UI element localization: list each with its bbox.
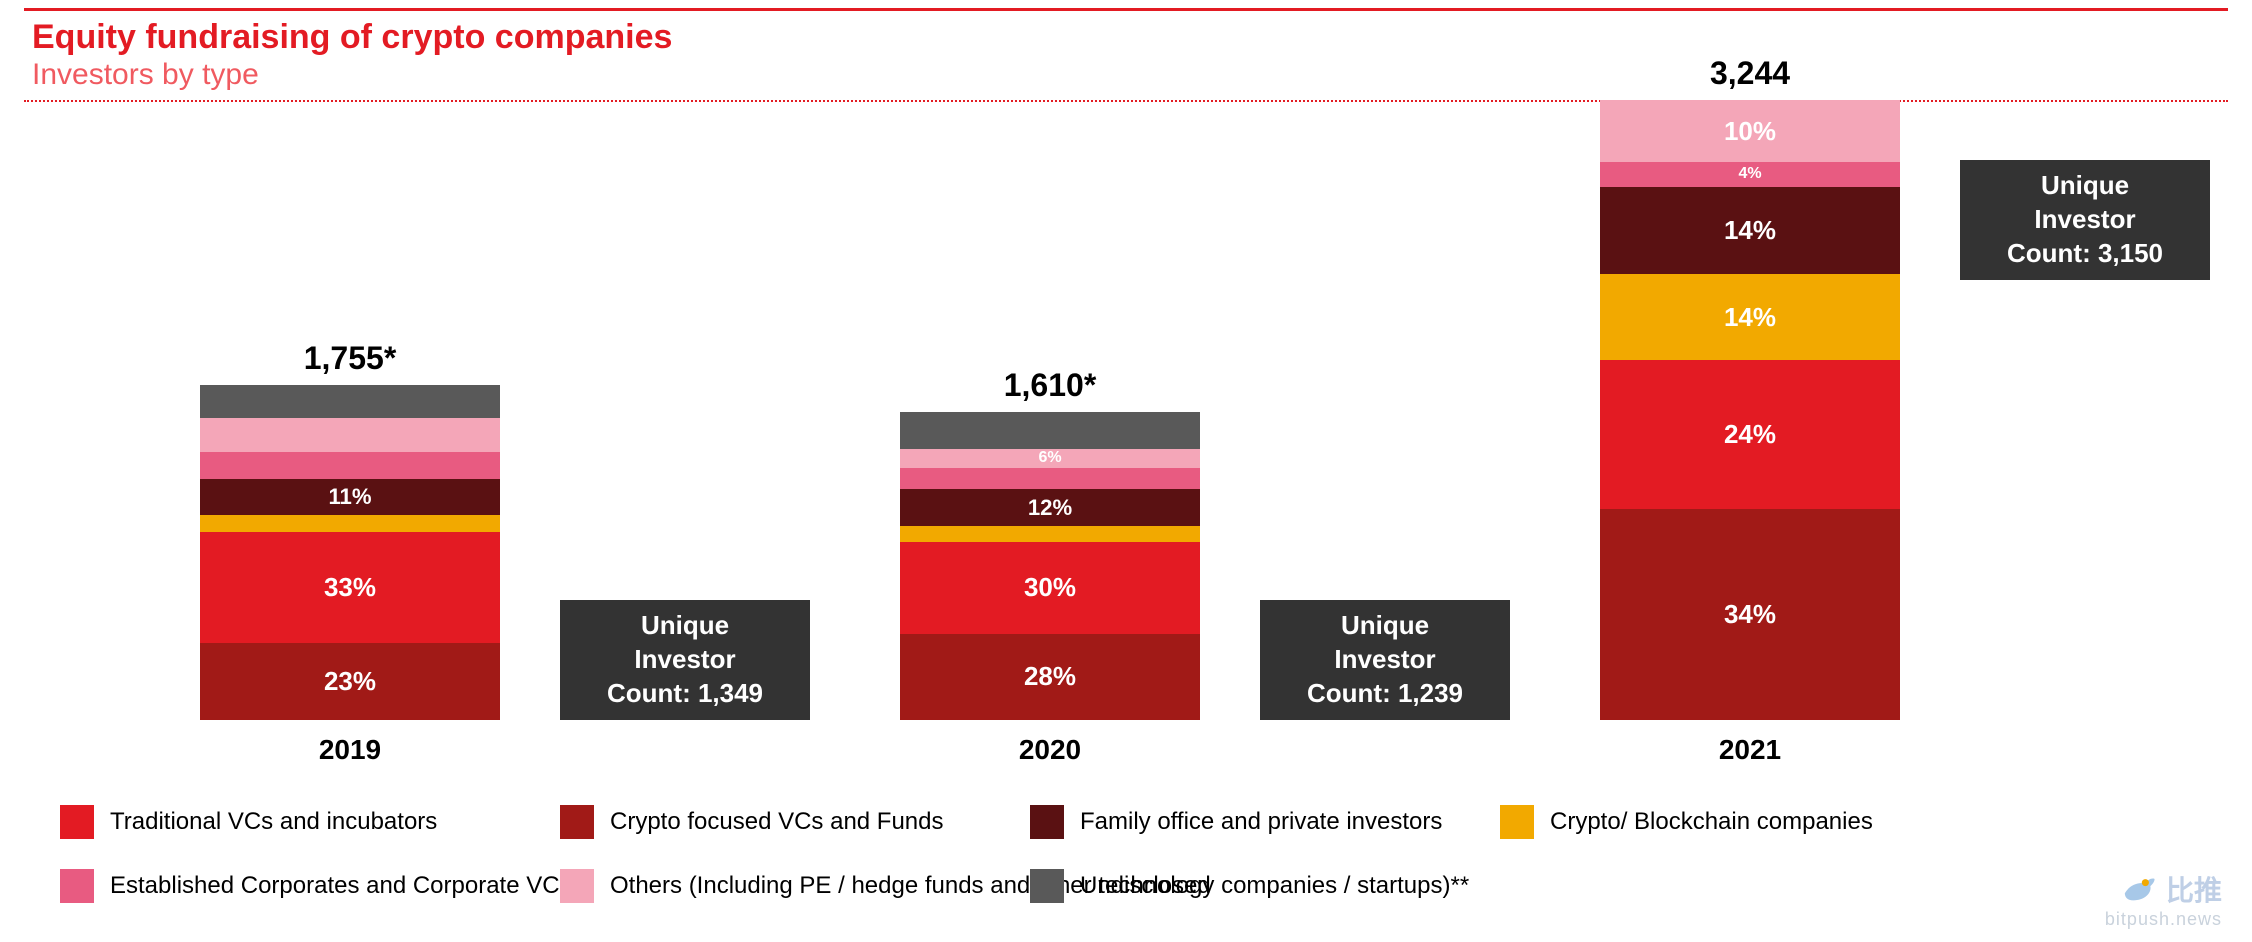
legend-item-others: Others (Including PE / hedge funds and o… <box>560 869 1469 903</box>
segment-family_office: 11% <box>200 479 500 516</box>
year-group-2020: 28%30% 12% 6% 1,610* 2020 <box>900 100 1200 780</box>
watermark: 比推 bitpush.news <box>2105 869 2222 930</box>
bar-wrap: 23%33% 11% 1,755* <box>200 100 500 720</box>
segment-crypto_companies <box>900 526 1200 541</box>
legend-label: Traditional VCs and incubators <box>110 808 437 836</box>
legend-swatch <box>1030 805 1064 839</box>
legend-row: Established Corporates and Corporate VCs… <box>60 864 2132 908</box>
segment-traditional: 30% <box>900 542 1200 634</box>
legend-row: Traditional VCs and incubators Crypto foc… <box>60 800 2132 844</box>
legend-label: Crypto focused VCs and Funds <box>610 808 944 836</box>
stacked-bar: 34%24%14%14%4%10% <box>1600 100 1900 720</box>
legend-swatch <box>1500 805 1534 839</box>
unique-investor-callout: Unique Investor Count: 1,239 <box>1260 600 1510 720</box>
segment-family_office: 12% <box>900 489 1200 526</box>
segment-undisclosed <box>900 412 1200 449</box>
bar-total-label: 1,755* <box>200 340 500 377</box>
segment-others: 10% <box>1600 100 1900 162</box>
legend-swatch <box>560 805 594 839</box>
segment-established_corp <box>900 468 1200 490</box>
unique-investor-callout: Unique Investor Count: 3,150 <box>1960 160 2210 280</box>
segment-crypto_funds: 23% <box>200 643 500 720</box>
bird-icon <box>2122 872 2156 906</box>
segment-established_corp: 4% <box>1600 162 1900 187</box>
chart-area: 23%33% 11% 1,755* 2019 Unique Investor Count… <box>60 100 2192 780</box>
bar-total-label: 1,610* <box>900 367 1200 404</box>
segment-traditional: 33% <box>200 532 500 643</box>
segment-crypto_companies <box>200 515 500 532</box>
segment-established_corp <box>200 452 500 479</box>
stacked-bar: 23%33% 11% <box>200 385 500 720</box>
legend-item-crypto_companies: Crypto/ Blockchain companies <box>1500 805 1873 839</box>
segment-traditional: 24% <box>1600 360 1900 509</box>
segment-crypto_funds: 34% <box>1600 509 1900 720</box>
segment-others: 6% <box>900 449 1200 467</box>
watermark-sub: bitpush.news <box>2105 909 2222 930</box>
legend-swatch <box>560 869 594 903</box>
legend-item-undisclosed: Undisclosed <box>1030 869 1211 903</box>
segment-crypto_funds: 28% <box>900 634 1200 720</box>
legend-label: Established Corporates and Corporate VCs <box>110 872 572 900</box>
legend-label: Crypto/ Blockchain companies <box>1550 808 1873 836</box>
top-rule <box>24 8 2228 11</box>
legend-label: Undisclosed <box>1080 872 1211 900</box>
page-title: Equity fundraising of crypto companies <box>32 18 672 57</box>
legend-item-crypto_funds: Crypto focused VCs and Funds <box>560 805 944 839</box>
bar-wrap: 28%30% 12% 6% 1,610* <box>900 100 1200 720</box>
legend-swatch <box>1030 869 1064 903</box>
year-label: 2019 <box>200 734 500 766</box>
legend-item-established_corp: Established Corporates and Corporate VCs <box>60 869 572 903</box>
segment-crypto_companies: 14% <box>1600 274 1900 361</box>
year-group-2021: 34%24%14%14%4%10%3,2442021 <box>1600 100 1900 780</box>
year-label: 2020 <box>900 734 1200 766</box>
watermark-text: 比推 <box>2166 869 2222 909</box>
page-subtitle: Investors by type <box>32 58 259 92</box>
legend-item-family_office: Family office and private investors <box>1030 805 1442 839</box>
segment-undisclosed <box>200 385 500 419</box>
legend-item-traditional: Traditional VCs and incubators <box>60 805 437 839</box>
stacked-bar: 28%30% 12% 6% <box>900 412 1200 720</box>
segment-family_office: 14% <box>1600 187 1900 274</box>
unique-investor-callout: Unique Investor Count: 1,349 <box>560 600 810 720</box>
year-label: 2021 <box>1600 734 1900 766</box>
year-group-2019: 23%33% 11% 1,755* 2019 <box>200 100 500 780</box>
bar-total-label: 3,244 <box>1600 55 1900 92</box>
watermark-top: 比推 <box>2122 869 2222 909</box>
segment-others <box>200 418 500 452</box>
legend-label: Family office and private investors <box>1080 808 1442 836</box>
legend-swatch <box>60 805 94 839</box>
legend-swatch <box>60 869 94 903</box>
legend: Traditional VCs and incubators Crypto foc… <box>60 800 2132 920</box>
page-root: Equity fundraising of crypto companies I… <box>0 0 2252 942</box>
bar-wrap: 34%24%14%14%4%10%3,244 <box>1600 100 1900 720</box>
